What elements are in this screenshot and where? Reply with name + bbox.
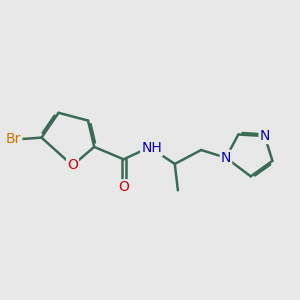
Text: O: O	[67, 158, 78, 172]
Text: N: N	[221, 151, 231, 165]
Text: O: O	[118, 180, 129, 194]
Text: NH: NH	[141, 142, 162, 155]
Text: Br: Br	[6, 132, 21, 146]
Text: N: N	[260, 129, 270, 143]
